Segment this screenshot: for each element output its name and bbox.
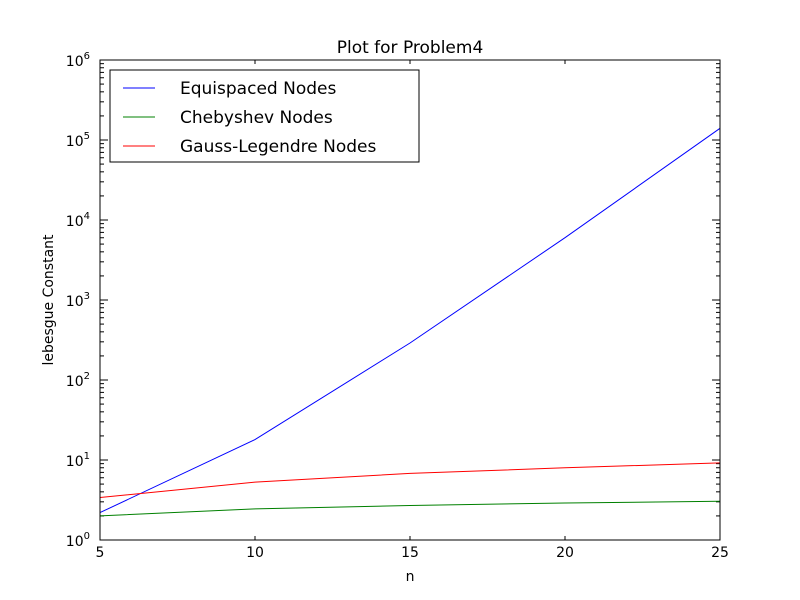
y-tick-label: 101 bbox=[66, 451, 90, 470]
legend-label: Gauss-Legendre Nodes bbox=[180, 137, 377, 157]
y-tick-label: 103 bbox=[66, 291, 90, 310]
series-line-chebyshev-nodes bbox=[99, 500, 721, 517]
legend-label: Equispaced Nodes bbox=[180, 79, 336, 99]
x-axis-label: n bbox=[406, 569, 415, 585]
x-tick-label: 25 bbox=[711, 545, 729, 561]
y-tick-label: 106 bbox=[66, 51, 90, 70]
y-tick-label: 102 bbox=[66, 371, 90, 390]
chart-title: Plot for Problem4 bbox=[337, 38, 484, 58]
plot-frame bbox=[99, 59, 721, 541]
x-tick-label: 20 bbox=[556, 545, 574, 561]
series-line-equispaced-nodes bbox=[99, 127, 721, 514]
legend: Equispaced Nodes Chebyshev Nodes Gauss-Leg… bbox=[109, 69, 420, 163]
y-axis-label: lebesgue Constant bbox=[41, 234, 57, 366]
y-tick-label: 105 bbox=[66, 131, 90, 150]
series-line-gauss-legendre-nodes bbox=[99, 462, 721, 498]
y-tick-label: 100 bbox=[66, 531, 90, 550]
x-tick-label: 15 bbox=[401, 545, 419, 561]
y-tick-label: 104 bbox=[66, 211, 90, 230]
x-tick-label: 10 bbox=[246, 545, 264, 561]
legend-box bbox=[109, 69, 420, 163]
legend-label: Chebyshev Nodes bbox=[180, 108, 333, 128]
x-tick-label: 5 bbox=[96, 545, 105, 561]
